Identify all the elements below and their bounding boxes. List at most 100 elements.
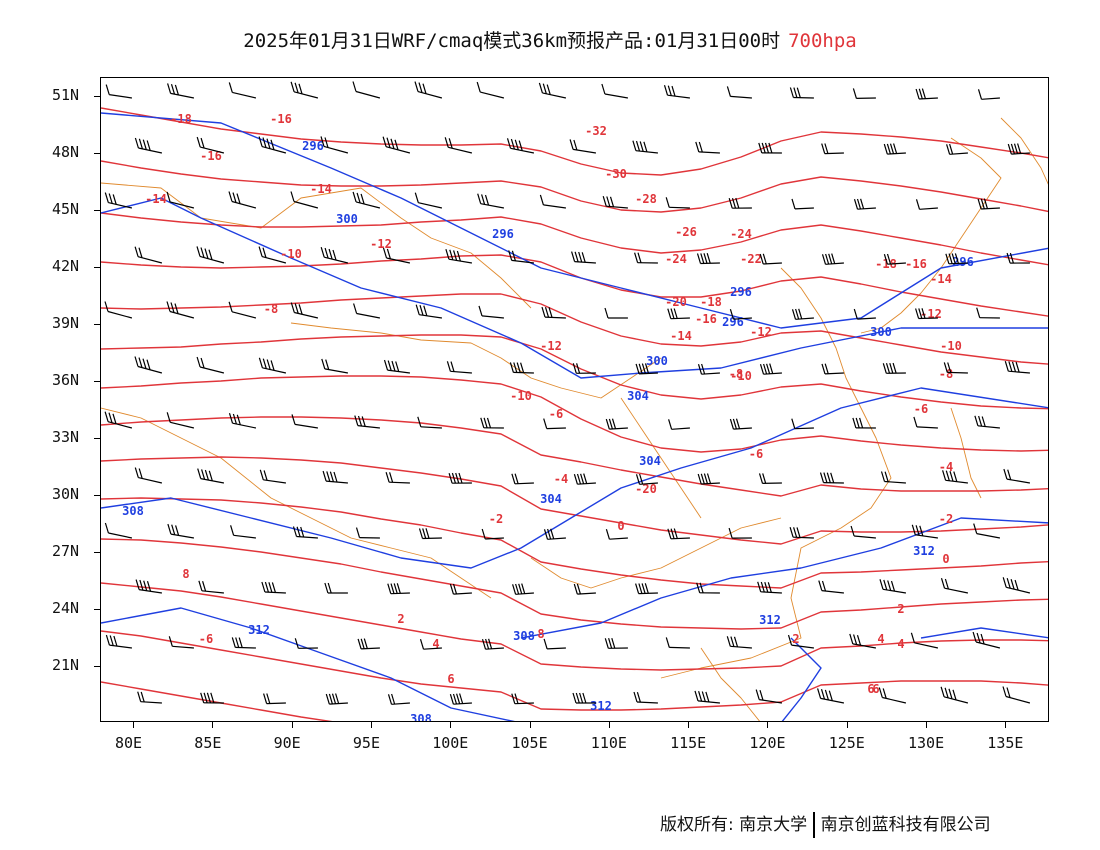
wind-barb-feather — [769, 363, 774, 374]
wind-barb — [232, 422, 257, 429]
wind-barb-feather — [667, 85, 672, 96]
isotherm-label: -2 — [489, 512, 503, 526]
wind-barb-feather — [728, 527, 733, 539]
wind-barb-feather — [175, 525, 180, 536]
wind-barb-feather — [290, 81, 295, 92]
wind-barb-feather — [579, 692, 584, 704]
isotherm-label: -10 — [940, 339, 962, 353]
wind-barb — [419, 314, 442, 319]
wind-barb-feather — [825, 253, 830, 265]
wind-barb — [513, 371, 534, 374]
wind-barb-feather — [294, 303, 299, 314]
lon-tick-label: 90E — [273, 734, 301, 752]
wind-barb — [981, 97, 1000, 100]
isotherm-label: -16 — [270, 112, 292, 126]
wind-barb-feather — [543, 418, 548, 429]
wind-barb-feather — [139, 579, 144, 591]
wind-barb-feather — [576, 473, 582, 485]
wind-barb-feather — [1002, 577, 1007, 588]
wind-barb-feather — [268, 582, 273, 593]
wind-barb-feather — [726, 636, 731, 647]
wind-barb — [697, 700, 720, 704]
isotherm-label: -16 — [200, 149, 222, 163]
wind-barb-feather — [949, 143, 954, 155]
wind-barb-feather — [850, 525, 855, 537]
lat-tick — [94, 324, 100, 325]
wind-barb-feather — [855, 417, 860, 429]
isotherm-label: -16 — [905, 257, 927, 271]
wind-barb — [511, 259, 534, 264]
wind-barb-feather — [698, 141, 703, 153]
wind-barb-feather — [174, 84, 179, 96]
boundary-line — [620, 397, 702, 519]
wind-barb-feather — [476, 81, 481, 93]
wind-barb-feather — [796, 87, 801, 98]
wind-barb-feather — [511, 693, 516, 704]
isotherm-label: -14 — [310, 182, 332, 196]
wind-barb-feather — [703, 253, 708, 264]
wind-barb-feather — [706, 473, 712, 484]
wind-barb-feather — [889, 363, 894, 374]
wind-barb-feather — [915, 199, 921, 210]
wind-barb-feather — [670, 528, 675, 539]
wind-barb — [1005, 695, 1031, 704]
wind-barb-feather — [511, 473, 516, 484]
wind-barb-feather — [831, 253, 836, 264]
wind-barb-feather — [944, 687, 949, 698]
wind-barb — [609, 537, 628, 540]
wind-barb-feather — [733, 636, 739, 647]
isotherm-label: -20 — [635, 482, 657, 496]
wind-barb — [733, 427, 752, 430]
isoheight-label: 312 — [759, 613, 781, 627]
wind-barb-feather — [166, 412, 171, 423]
wind-barb-feather — [885, 363, 891, 374]
wind-barb-feather — [729, 309, 734, 320]
wind-barb-feather — [576, 363, 581, 374]
wind-barb — [577, 592, 596, 595]
wind-barb — [420, 426, 442, 429]
wind-barb-feather — [882, 688, 887, 699]
wind-barb-feather — [444, 137, 449, 148]
wind-barb-feather — [638, 363, 643, 374]
isotherm-line — [101, 416, 1048, 497]
wind-barb-feather — [542, 83, 547, 94]
wind-barb-feather — [638, 583, 643, 594]
wind-barb-feather — [673, 528, 678, 539]
wind-barb — [919, 207, 938, 210]
wind-barb-feather — [419, 305, 424, 316]
wind-barb-feather — [200, 692, 205, 703]
wind-barb-feather — [1006, 578, 1011, 589]
wind-barb-feather — [236, 193, 241, 204]
wind-barb-feather — [643, 141, 648, 152]
wind-barb-feather — [448, 473, 453, 484]
wind-barb-feather — [419, 639, 425, 650]
wind-barb-feather — [671, 85, 676, 97]
wind-barb — [669, 206, 690, 209]
isotherm-line — [101, 538, 1048, 630]
isotherm-label: -10 — [510, 389, 532, 403]
wind-barb-feather — [166, 191, 171, 203]
wind-barb-feather — [574, 251, 579, 262]
wind-barb-feather — [422, 528, 427, 539]
wind-barb-feather — [292, 526, 298, 537]
wind-barb — [140, 701, 162, 704]
wind-barb-feather — [755, 689, 760, 700]
lon-tick — [450, 722, 452, 728]
wind-barb-feather — [112, 194, 117, 205]
isoheight-label: 304 — [627, 389, 649, 403]
wind-barb-feather — [1014, 579, 1019, 591]
wind-barb — [604, 93, 629, 99]
wind-barb-feather — [383, 359, 389, 371]
wind-barb-feather — [387, 583, 392, 594]
wind-barb-feather — [944, 578, 949, 590]
wind-barb-feather — [167, 523, 172, 535]
wind-barb — [1006, 586, 1031, 594]
wind-barb-feather — [514, 139, 519, 150]
lat-tick — [94, 267, 100, 268]
isotherm-label: 2 — [397, 612, 404, 626]
wind-barb-feather — [601, 83, 606, 95]
wind-barb-feather — [878, 687, 883, 698]
wind-barb-feather — [104, 301, 109, 312]
wind-barb-feather — [196, 246, 201, 257]
wind-barb-feather — [583, 473, 588, 484]
